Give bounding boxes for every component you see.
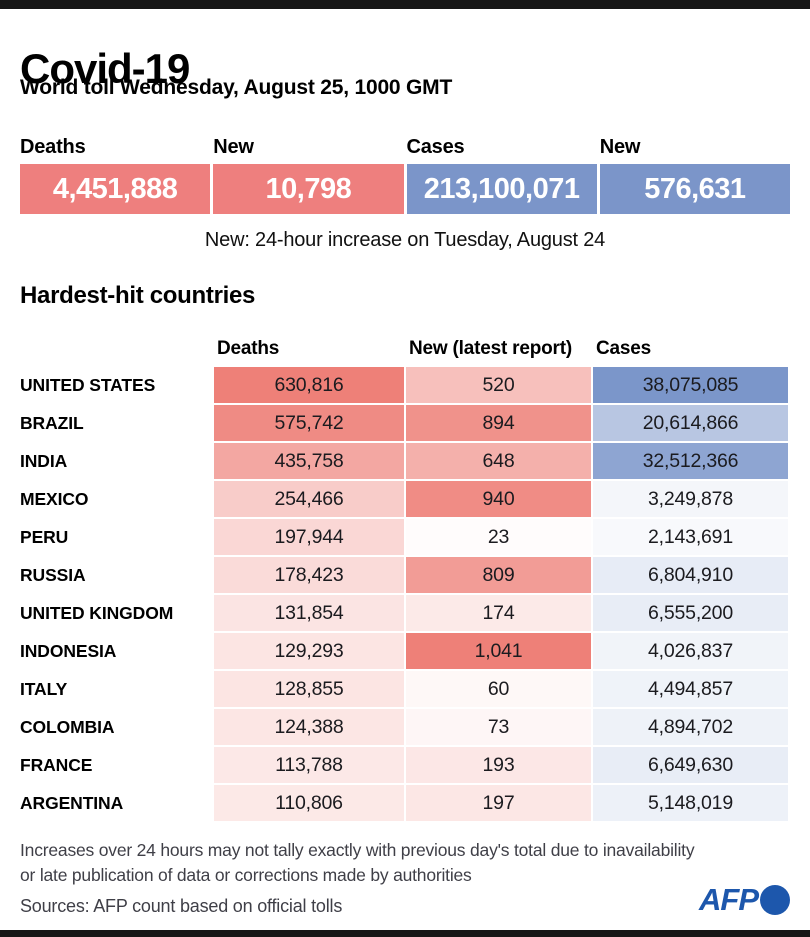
country-label: ARGENTINA <box>20 792 124 813</box>
column-header-new: New (latest report) <box>409 338 573 359</box>
value-cell-deaths: 129,293 <box>214 633 404 669</box>
value-cell-cases: 32,512,366 <box>593 443 788 479</box>
country-label: UNITED KINGDOM <box>20 602 174 623</box>
stat-value-deaths: 4,451,888 <box>52 172 178 205</box>
country-label: ITALY <box>20 678 68 699</box>
value-cell-cases: 6,555,200 <box>593 595 788 631</box>
stat-box-deaths: 4,451,888 <box>20 164 211 214</box>
value-cell-new: 1,041 <box>406 633 591 669</box>
footnote-line-1: Increases over 24 hours may not tally ex… <box>20 840 695 860</box>
stat-value-new-cases: 576,631 <box>644 172 746 205</box>
stat-label-new-cases: New <box>599 136 641 158</box>
value-cell-cases: 20,614,866 <box>593 405 788 441</box>
country-label: COLOMBIA <box>20 716 115 737</box>
countries-table-header: Deaths New (latest report) Cases <box>20 334 790 360</box>
country-label: FRANCE <box>20 754 93 775</box>
sources: Sources: AFP count based on official tol… <box>20 896 343 916</box>
afp-logo-text: AFP <box>699 882 759 917</box>
value-cell-cases: 38,075,085 <box>593 367 788 403</box>
summary-note: New: 24-hour increase on Tuesday, August… <box>204 229 606 251</box>
value-cell-deaths: 110,806 <box>214 785 404 821</box>
stat-box-new-deaths: 10,798 <box>213 164 404 214</box>
value-cell-new: 648 <box>406 443 591 479</box>
value-cell-deaths: 254,466 <box>214 481 404 517</box>
page-subtitle: World toll Wednesday, August 25, 1000 GM… <box>20 76 453 99</box>
stat-value-new-deaths: 10,798 <box>265 172 352 205</box>
column-header-cases: Cases <box>596 338 651 359</box>
value-cell-new: 23 <box>406 519 591 555</box>
country-label: BRAZIL <box>20 412 84 433</box>
section-title: Hardest-hit countries <box>20 282 256 309</box>
stat-value-cases: 213,100,071 <box>423 172 580 205</box>
value-cell-deaths: 131,854 <box>214 595 404 631</box>
bottom-bar <box>0 930 810 937</box>
country-label: UNITED STATES <box>20 374 156 395</box>
top-bar <box>0 0 810 9</box>
countries-table-wrap: Deaths New (latest report) Cases UNITED … <box>20 334 790 821</box>
stat-box-cases: 213,100,071 <box>406 164 597 214</box>
value-cell-new: 193 <box>406 747 591 783</box>
value-cell-deaths: 128,855 <box>214 671 404 707</box>
page-title: Covid-19 <box>20 45 190 93</box>
country-label: MEXICO <box>20 488 89 509</box>
column-header-deaths: Deaths <box>217 338 280 359</box>
value-cell-new: 940 <box>406 481 591 517</box>
value-cell-deaths: 630,816 <box>214 367 404 403</box>
value-cell-deaths: 435,758 <box>214 443 404 479</box>
value-cell-deaths: 124,388 <box>214 709 404 745</box>
value-cell-cases: 4,026,837 <box>593 633 788 669</box>
value-cell-cases: 4,494,857 <box>593 671 788 707</box>
footnote: Increases over 24 hours may not tally ex… <box>20 838 695 888</box>
afp-logo: AFP <box>699 882 790 918</box>
country-label: INDONESIA <box>20 640 117 661</box>
country-label: INDIA <box>20 450 68 471</box>
footnote-line-2: or late publication of data or correctio… <box>20 864 472 885</box>
country-label: PERU <box>20 526 69 547</box>
stat-label-new-deaths: New <box>213 136 254 158</box>
value-cell-new: 60 <box>406 671 591 707</box>
value-cell-cases: 6,804,910 <box>593 557 788 593</box>
countries-table: UNITED STATES 630,816 520 38,075,085 BRAZIL 5… <box>20 367 790 821</box>
stat-boxes-row: 4,451,888 10,798 213,100,071 576,631 <box>20 164 790 214</box>
value-cell-cases: 5,148,019 <box>593 785 788 821</box>
value-cell-deaths: 113,788 <box>214 747 404 783</box>
country-label: RUSSIA <box>20 564 86 585</box>
value-cell-deaths: 178,423 <box>214 557 404 593</box>
value-cell-deaths: 575,742 <box>214 405 404 441</box>
value-cell-new: 174 <box>406 595 591 631</box>
value-cell-new: 894 <box>406 405 591 441</box>
value-cell-new: 197 <box>406 785 591 821</box>
value-cell-cases: 2,143,691 <box>593 519 788 555</box>
stat-label-cases: Cases <box>406 136 465 158</box>
value-cell-new: 73 <box>406 709 591 745</box>
value-cell-new: 520 <box>406 367 591 403</box>
stat-box-new-cases: 576,631 <box>599 164 790 214</box>
stat-label-deaths: Deaths <box>20 136 86 158</box>
value-cell-cases: 3,249,878 <box>593 481 788 517</box>
value-cell-cases: 6,649,630 <box>593 747 788 783</box>
afp-logo-dot-icon <box>760 885 790 915</box>
stat-labels-row: Deaths New Cases New <box>20 136 790 160</box>
value-cell-cases: 4,894,702 <box>593 709 788 745</box>
summary-stats: Deaths New Cases New 4,451,888 10,798 21… <box>20 136 790 214</box>
value-cell-new: 809 <box>406 557 591 593</box>
value-cell-deaths: 197,944 <box>214 519 404 555</box>
